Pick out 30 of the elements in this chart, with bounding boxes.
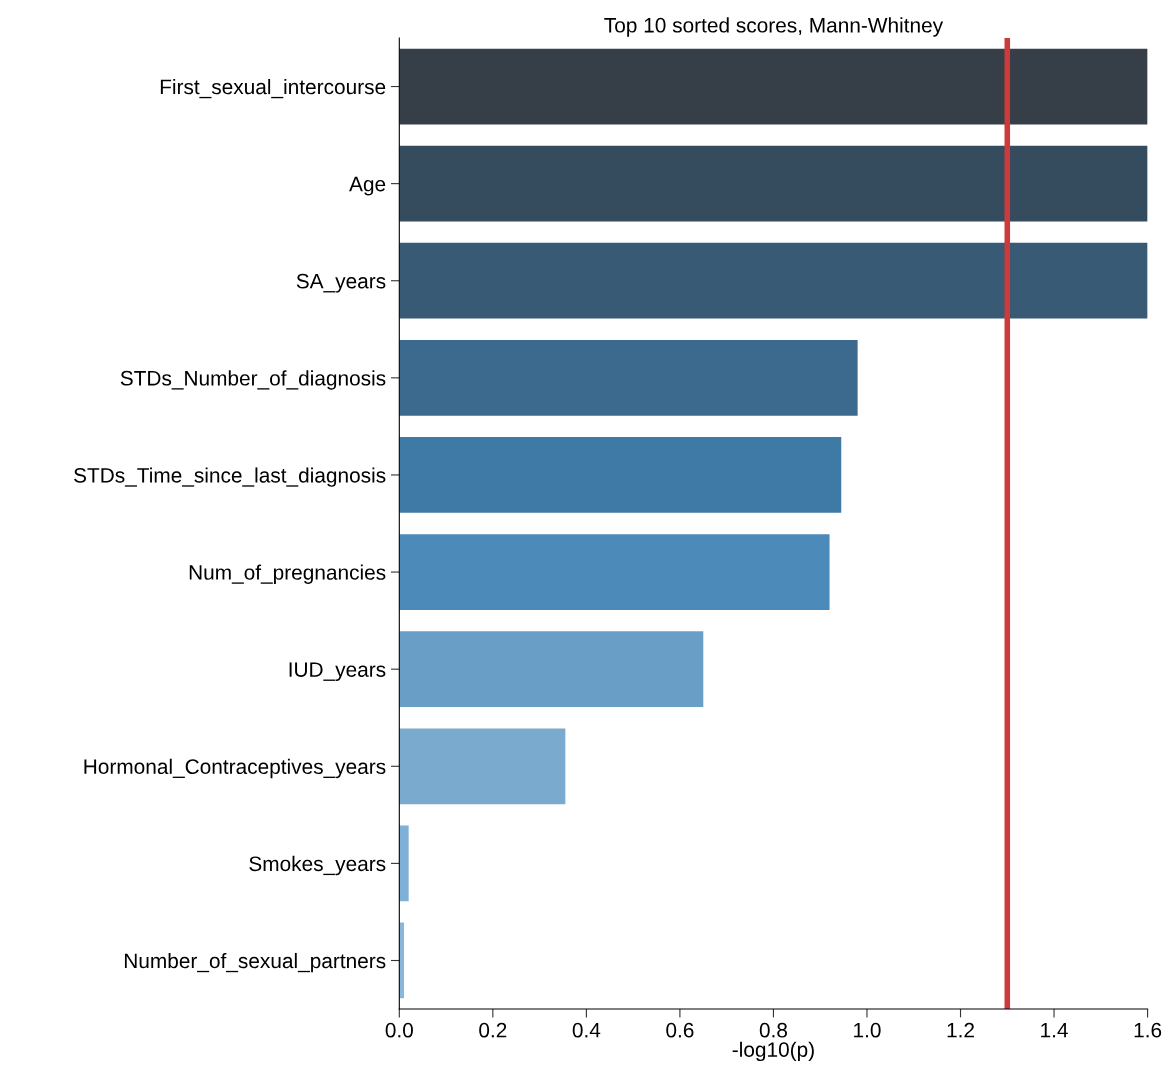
- y-tick-label: STDs_Number_of_diagnosis: [120, 370, 386, 390]
- y-tick-label: Smokes_years: [249, 855, 386, 876]
- y-tick-label: SA_years: [296, 273, 386, 293]
- y-tick-label: First_sexual_intercourse: [160, 78, 386, 99]
- bar: [399, 339, 858, 416]
- chart-title: Top 10 sorted scores, Mann-Whitney: [604, 17, 944, 37]
- y-tick-label: Num_of_pregnancies: [189, 564, 386, 584]
- x-tick-label: 1.2: [947, 1022, 974, 1038]
- x-tick-label: 0.8: [759, 1022, 788, 1038]
- bar: [399, 145, 1148, 222]
- bar: [399, 728, 566, 805]
- bar: [399, 534, 830, 610]
- x-tick-label: 0.0: [385, 1022, 413, 1038]
- x-tick-label: 1.0: [854, 1022, 881, 1038]
- x-tick-label: 0.6: [666, 1022, 694, 1038]
- y-tick-label: Hormonal_Contraceptives_years: [84, 758, 386, 779]
- x-tick-label: 1.6: [1134, 1022, 1162, 1038]
- y-tick-label: STDs_Time_since_last_diagnosis: [74, 467, 386, 487]
- x-tick-label: 0.4: [572, 1022, 601, 1038]
- y-tick-label: Number_of_sexual_partners: [124, 952, 386, 973]
- bar: [399, 48, 1148, 125]
- x-tick-label: 1.4: [1041, 1023, 1068, 1038]
- bar: [399, 825, 409, 902]
- bar: [399, 437, 842, 513]
- bar: [399, 242, 1148, 319]
- y-tick-label: Age: [349, 176, 386, 196]
- bar: [399, 631, 704, 708]
- x-axis-title: -log10(p): [732, 1041, 814, 1062]
- x-tick-label: 0.2: [479, 1022, 507, 1038]
- y-tick-label: IUD_years: [289, 662, 386, 682]
